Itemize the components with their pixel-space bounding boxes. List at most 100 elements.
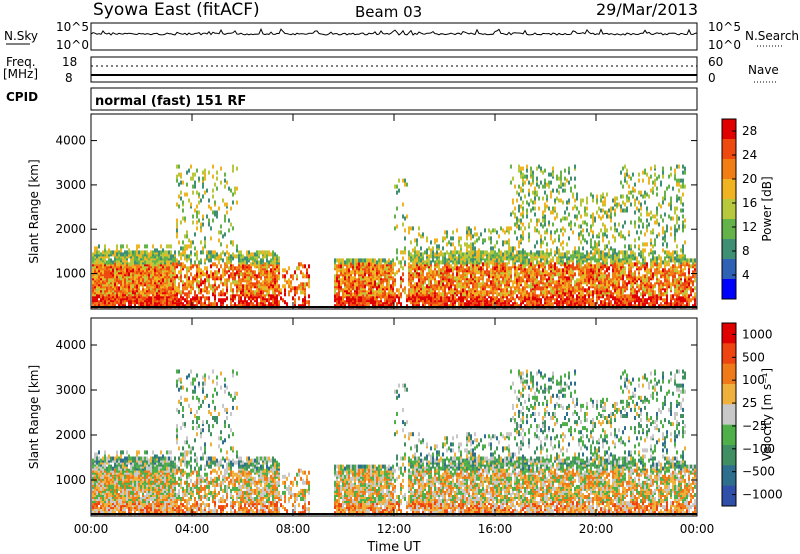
range-time-cell: [442, 236, 444, 240]
range-time-cell: [496, 274, 498, 278]
range-time-cell: [246, 284, 248, 288]
range-time-cell: [498, 234, 500, 238]
range-time-cell: [238, 294, 240, 298]
range-time-cell: [542, 171, 544, 175]
range-time-cell: [222, 288, 224, 292]
range-time-cell: [180, 181, 182, 185]
range-time-cell: [226, 296, 228, 300]
range-time-cell: [582, 246, 584, 250]
range-time-cell: [530, 282, 532, 286]
range-time-cell: [436, 280, 438, 284]
range-time-cell: [412, 226, 414, 230]
range-time-cell: [360, 264, 362, 268]
range-time-cell: [518, 193, 520, 197]
range-time-cell: [226, 278, 228, 282]
range-time-cell: [218, 292, 220, 296]
range-time-cell: [372, 288, 374, 292]
range-time-cell: [492, 290, 494, 294]
range-time-cell: [452, 276, 454, 280]
range-time-cell: [116, 244, 118, 248]
range-time-cell: [472, 296, 474, 300]
range-time-cell: [552, 256, 554, 260]
range-time-cell: [184, 193, 186, 197]
range-time-cell: [556, 228, 558, 232]
range-time-cell: [462, 288, 464, 292]
range-time-cell: [222, 199, 224, 203]
range-time-cell: [474, 252, 476, 256]
range-time-cell: [344, 300, 346, 304]
range-time-cell: [494, 244, 496, 248]
range-time-cell: [160, 244, 162, 248]
range-time-cell: [588, 274, 590, 278]
range-time-cell: [170, 244, 172, 248]
range-time-cell: [536, 177, 538, 181]
range-time-cell: [214, 270, 216, 274]
range-time-cell: [566, 242, 568, 246]
range-time-cell: [534, 197, 536, 201]
range-time-cell: [458, 290, 460, 294]
range-time-cell: [590, 215, 592, 219]
range-time-cell: [554, 262, 556, 266]
range-time-cell: [446, 292, 448, 296]
range-time-cell: [166, 266, 168, 270]
range-time-cell: [560, 268, 562, 272]
range-time-cell: [402, 215, 404, 219]
range-time-cell: [430, 276, 432, 280]
range-time-cell: [376, 282, 378, 286]
range-time-cell: [458, 266, 460, 270]
range-time-cell: [534, 244, 536, 248]
range-time-cell: [552, 294, 554, 298]
range-time-cell: [400, 280, 402, 284]
range-time-cell: [130, 250, 132, 254]
range-time-cell: [218, 276, 220, 280]
range-time-cell: [594, 286, 596, 290]
range-time-cell: [490, 230, 492, 234]
range-time-cell: [272, 250, 274, 254]
range-time-cell: [178, 250, 180, 254]
range-time-cell: [364, 276, 366, 280]
range-time-cell: [176, 219, 178, 223]
range-time-cell: [428, 254, 430, 258]
range-time-cell: [192, 191, 194, 195]
range-time-cell: [346, 278, 348, 282]
range-time-cell: [512, 280, 514, 284]
range-time-cell: [220, 225, 222, 229]
range-time-cell: [414, 254, 416, 258]
range-time-cell: [504, 262, 506, 266]
range-time-cell: [500, 250, 502, 254]
range-time-cell: [508, 266, 510, 270]
range-time-cell: [120, 244, 122, 248]
range-time-cell: [550, 195, 552, 199]
range-time-cell: [102, 276, 104, 280]
range-time-cell: [496, 290, 498, 294]
range-time-cell: [334, 294, 336, 298]
range-time-cell: [308, 274, 310, 278]
range-time-cell: [464, 242, 466, 246]
range-time-cell: [224, 219, 226, 223]
range-time-cell: [430, 284, 432, 288]
range-time-cell: [176, 286, 178, 290]
range-time-cell: [272, 294, 274, 298]
range-time-cell: [466, 254, 468, 258]
range-time-cell: [404, 236, 406, 240]
range-time-cell: [586, 228, 588, 232]
range-time-cell: [510, 165, 512, 169]
range-time-cell: [384, 274, 386, 278]
range-time-cell: [422, 300, 424, 304]
range-time-cell: [204, 169, 206, 173]
range-time-cell: [482, 302, 484, 306]
range-time-cell: [544, 179, 546, 183]
range-time-cell: [228, 256, 230, 260]
range-time-cell: [458, 276, 460, 280]
range-time-cell: [538, 270, 540, 274]
range-time-cell: [140, 278, 142, 282]
range-time-cell: [344, 260, 346, 264]
range-time-cell: [476, 276, 478, 280]
range-time-cell: [216, 270, 218, 274]
range-time-cell: [560, 199, 562, 203]
range-time-cell: [594, 240, 596, 244]
range-time-cell: [514, 286, 516, 290]
range-time-cell: [546, 270, 548, 274]
range-time-cell: [430, 248, 432, 252]
range-time-cell: [234, 272, 236, 276]
